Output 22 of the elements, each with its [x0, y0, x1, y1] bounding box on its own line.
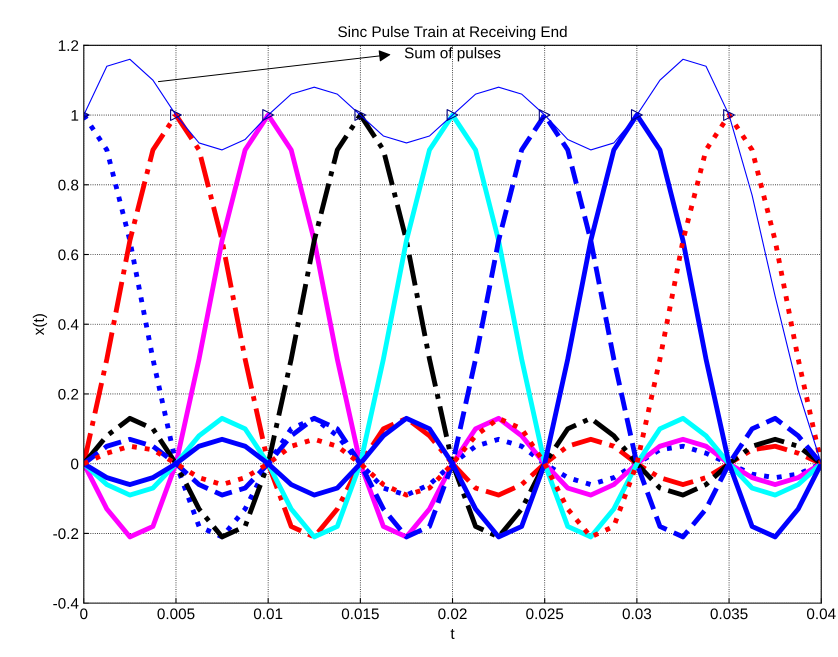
x-tick-label: 0 [80, 608, 88, 620]
y-tick-label: 0.2 [58, 388, 78, 400]
x-tick-label: 0.01 [254, 608, 282, 620]
y-tick-label: 0 [71, 458, 78, 470]
x-tick-label: 0.025 [526, 608, 564, 620]
chart-title: Sinc Pulse Train at Receiving End [338, 26, 567, 40]
x-tick-label: 0.02 [438, 608, 467, 620]
y-tick-label: -0.2 [53, 528, 78, 540]
x-tick-label: 0.015 [342, 608, 379, 620]
x-tick-label: 0.03 [622, 608, 652, 620]
x-tick-label: 0.035 [710, 608, 748, 620]
x-tick-label: 0.005 [157, 608, 194, 620]
y-axis-title: x(t) [32, 314, 48, 336]
annotation: Sum of pulses [404, 47, 500, 62]
y-tick-label: 0.6 [58, 249, 78, 260]
x-axis-title: t [450, 628, 455, 639]
y-tick-label: 0.4 [58, 319, 78, 330]
y-tick-label: -0.4 [53, 598, 78, 609]
y-tick-label: 1.2 [58, 40, 78, 51]
y-tick-label: 0.8 [58, 180, 78, 190]
y-tick-label: 1 [72, 110, 78, 121]
x-tick-label: 0.04 [806, 608, 836, 620]
